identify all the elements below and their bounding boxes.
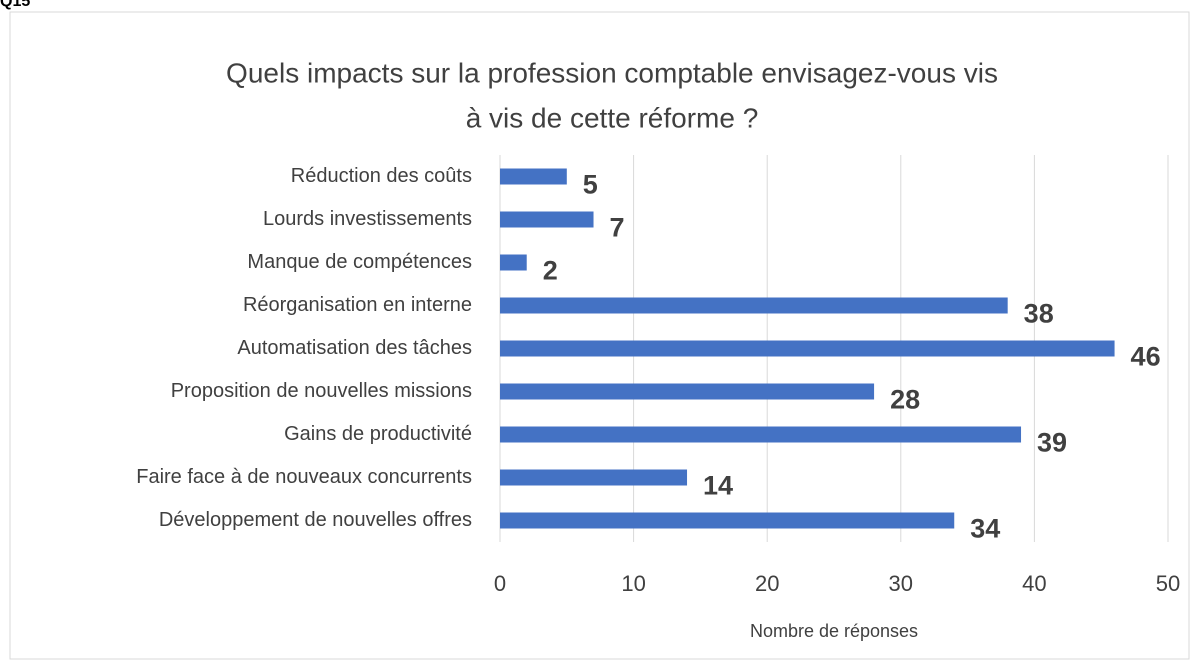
y-tick-label: Gains de productivité bbox=[284, 423, 472, 445]
x-tick-label: 20 bbox=[755, 571, 779, 596]
question-label: Q15 bbox=[0, 0, 30, 10]
y-tick-label: Manque de compétences bbox=[247, 251, 472, 273]
data-label: 7 bbox=[610, 213, 625, 243]
x-tick-label: 30 bbox=[889, 571, 913, 596]
data-label: 5 bbox=[583, 170, 598, 200]
y-tick-label: Proposition de nouvelles missions bbox=[171, 380, 472, 402]
x-tick-label: 50 bbox=[1156, 571, 1180, 596]
bar bbox=[500, 383, 875, 400]
data-label: 34 bbox=[970, 514, 1000, 544]
bar bbox=[500, 168, 567, 185]
bar bbox=[500, 211, 594, 228]
bar bbox=[500, 512, 955, 529]
chart-frame bbox=[9, 11, 1190, 660]
y-tick-label: Réduction des coûts bbox=[291, 165, 472, 187]
x-tick-label: 0 bbox=[494, 571, 506, 596]
bar bbox=[500, 297, 1008, 314]
bar bbox=[500, 469, 688, 486]
y-tick-label: Lourds investissements bbox=[263, 208, 472, 230]
data-label: 46 bbox=[1131, 342, 1161, 372]
y-tick-label: Faire face à de nouveaux concurrents bbox=[136, 466, 472, 488]
data-label: 39 bbox=[1037, 428, 1067, 458]
y-tick-label: Automatisation des tâches bbox=[237, 337, 472, 359]
y-tick-label: Développement de nouvelles offres bbox=[159, 509, 472, 531]
chart-title: Quels impacts sur la profession comptabl… bbox=[226, 57, 998, 88]
data-label: 2 bbox=[543, 256, 558, 286]
x-axis-title: Nombre de réponses bbox=[750, 621, 918, 641]
x-tick-label: 10 bbox=[621, 571, 645, 596]
data-label: 38 bbox=[1024, 299, 1054, 329]
bar bbox=[500, 340, 1115, 357]
y-tick-label: Réorganisation en interne bbox=[243, 294, 472, 316]
bar bbox=[500, 426, 1022, 443]
data-label: 14 bbox=[703, 471, 733, 501]
bar bbox=[500, 254, 527, 271]
data-label: 28 bbox=[890, 385, 920, 415]
chart-title: à vis de cette réforme ? bbox=[466, 102, 759, 133]
x-tick-label: 40 bbox=[1022, 571, 1046, 596]
